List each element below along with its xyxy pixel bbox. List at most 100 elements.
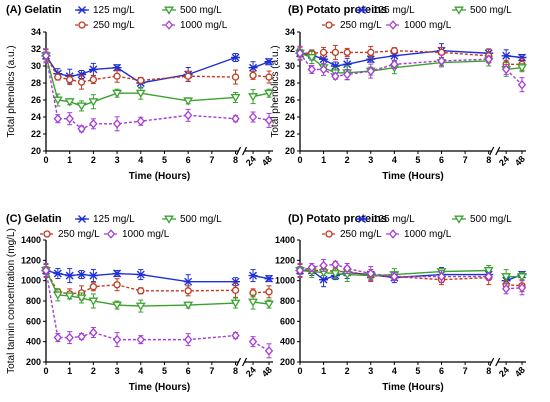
data-point: [53, 332, 63, 343]
legend-marker: [164, 20, 174, 30]
panel-title: (B) Potato proteins: [288, 4, 387, 16]
y-tick-label: 30: [285, 61, 295, 71]
y-tick-label: 20: [31, 146, 41, 156]
y-tick-label: 800: [26, 296, 41, 306]
data-point: [231, 53, 241, 62]
data-point: [88, 98, 99, 107]
legend-label: 250 mg/L: [340, 229, 382, 240]
y-axis-label: Total tannin concentration (mg/L): [6, 228, 17, 374]
legend: 125 mg/L 250 mg/L 500 mg/L 1000 mg/L: [75, 5, 228, 31]
data-point: [390, 271, 399, 282]
y-axis-label: Total phenolics (a.u.): [6, 45, 17, 137]
panel-title: (C) Gelatin: [6, 213, 62, 225]
series-125-mg-L: [41, 51, 274, 89]
data-point: [517, 64, 527, 73]
legend-marker: [77, 215, 87, 223]
legend-marker: [164, 6, 174, 15]
y-tick-label: 1000: [275, 276, 295, 286]
data-point: [501, 273, 512, 282]
data-point: [331, 48, 340, 57]
data-point: [264, 346, 274, 356]
x-tick-label: 4: [392, 155, 397, 165]
data-point: [517, 53, 527, 62]
data-point: [88, 65, 98, 74]
y-tick-label: 32: [285, 44, 295, 54]
x-axis-label: Time (Hours): [382, 171, 444, 182]
legend-marker: [357, 215, 367, 223]
data-point: [112, 119, 122, 129]
data-point: [112, 89, 123, 98]
data-point: [248, 271, 258, 280]
data-point: [307, 262, 316, 273]
legend-label: 250 mg/L: [340, 20, 382, 31]
data-point: [437, 56, 446, 66]
x-tick-label: 0: [297, 366, 302, 376]
data-point: [112, 301, 123, 310]
data-point: [77, 70, 87, 79]
y-tick-label: 26: [285, 95, 295, 105]
y-tick-label: 24: [285, 112, 295, 122]
x-tick-label: 24: [497, 365, 511, 379]
legend-label: 500 mg/L: [180, 5, 222, 16]
data-point: [517, 282, 527, 293]
data-point: [501, 51, 511, 60]
data-point: [265, 73, 273, 81]
x-tick-label: 7: [209, 366, 214, 376]
data-point: [330, 62, 340, 70]
legend-label: 1000 mg/L: [122, 229, 170, 240]
x-axis-label: Time (Hours): [129, 171, 191, 182]
panel-title: (D) Potato proteins: [288, 213, 387, 225]
data-point: [231, 73, 240, 81]
data-point: [248, 336, 258, 347]
data-point: [264, 115, 274, 126]
y-tick-label: 600: [280, 316, 295, 326]
y-tick-label: 600: [26, 316, 41, 326]
series-line-after-break: [252, 61, 270, 69]
data-point: [53, 269, 63, 278]
x-tick-label: 8: [486, 366, 491, 376]
legend-label: 250 mg/L: [58, 229, 100, 240]
data-point: [64, 98, 75, 107]
legend-marker: [388, 20, 398, 30]
x-tick-label: 6: [186, 155, 191, 165]
x-axis-label: Time (Hours): [382, 382, 444, 393]
data-point: [65, 113, 74, 124]
data-point: [77, 78, 86, 86]
data-point: [64, 292, 75, 301]
data-point: [306, 54, 317, 63]
x-tick-label: 1: [67, 155, 72, 165]
x-tick-label: 0: [43, 155, 48, 165]
data-point: [183, 277, 193, 286]
data-point: [183, 301, 194, 310]
data-point: [66, 75, 74, 84]
x-tick-label: 6: [439, 366, 444, 376]
data-point: [52, 291, 63, 300]
legend-label: 1000 mg/L: [180, 20, 228, 31]
y-tick-label: 400: [280, 337, 295, 347]
x-tick-label: 7: [209, 155, 214, 165]
x-tick-label: 24: [244, 154, 258, 168]
legend-marker: [77, 6, 87, 14]
y-tick-label: 24: [31, 112, 41, 122]
y-tick-label: 34: [285, 27, 295, 37]
data-point: [366, 268, 375, 279]
data-point: [89, 327, 98, 338]
x-tick-label: 1: [67, 366, 72, 376]
legend-marker: [164, 215, 174, 224]
x-tick-label: 24: [497, 154, 511, 168]
data-point: [230, 94, 241, 103]
data-point: [65, 271, 75, 280]
data-point: [264, 89, 274, 98]
axis-break: [236, 357, 248, 367]
data-point: [135, 302, 146, 311]
series-1000-mg-L: [295, 45, 527, 93]
legend-label: 1000 mg/L: [404, 229, 452, 240]
data-point: [264, 300, 274, 309]
legend-marker: [106, 229, 116, 239]
data-point: [307, 64, 316, 75]
data-point: [517, 79, 527, 90]
data-point: [264, 274, 274, 283]
y-tick-label: 200: [26, 357, 41, 367]
data-point: [136, 116, 145, 127]
